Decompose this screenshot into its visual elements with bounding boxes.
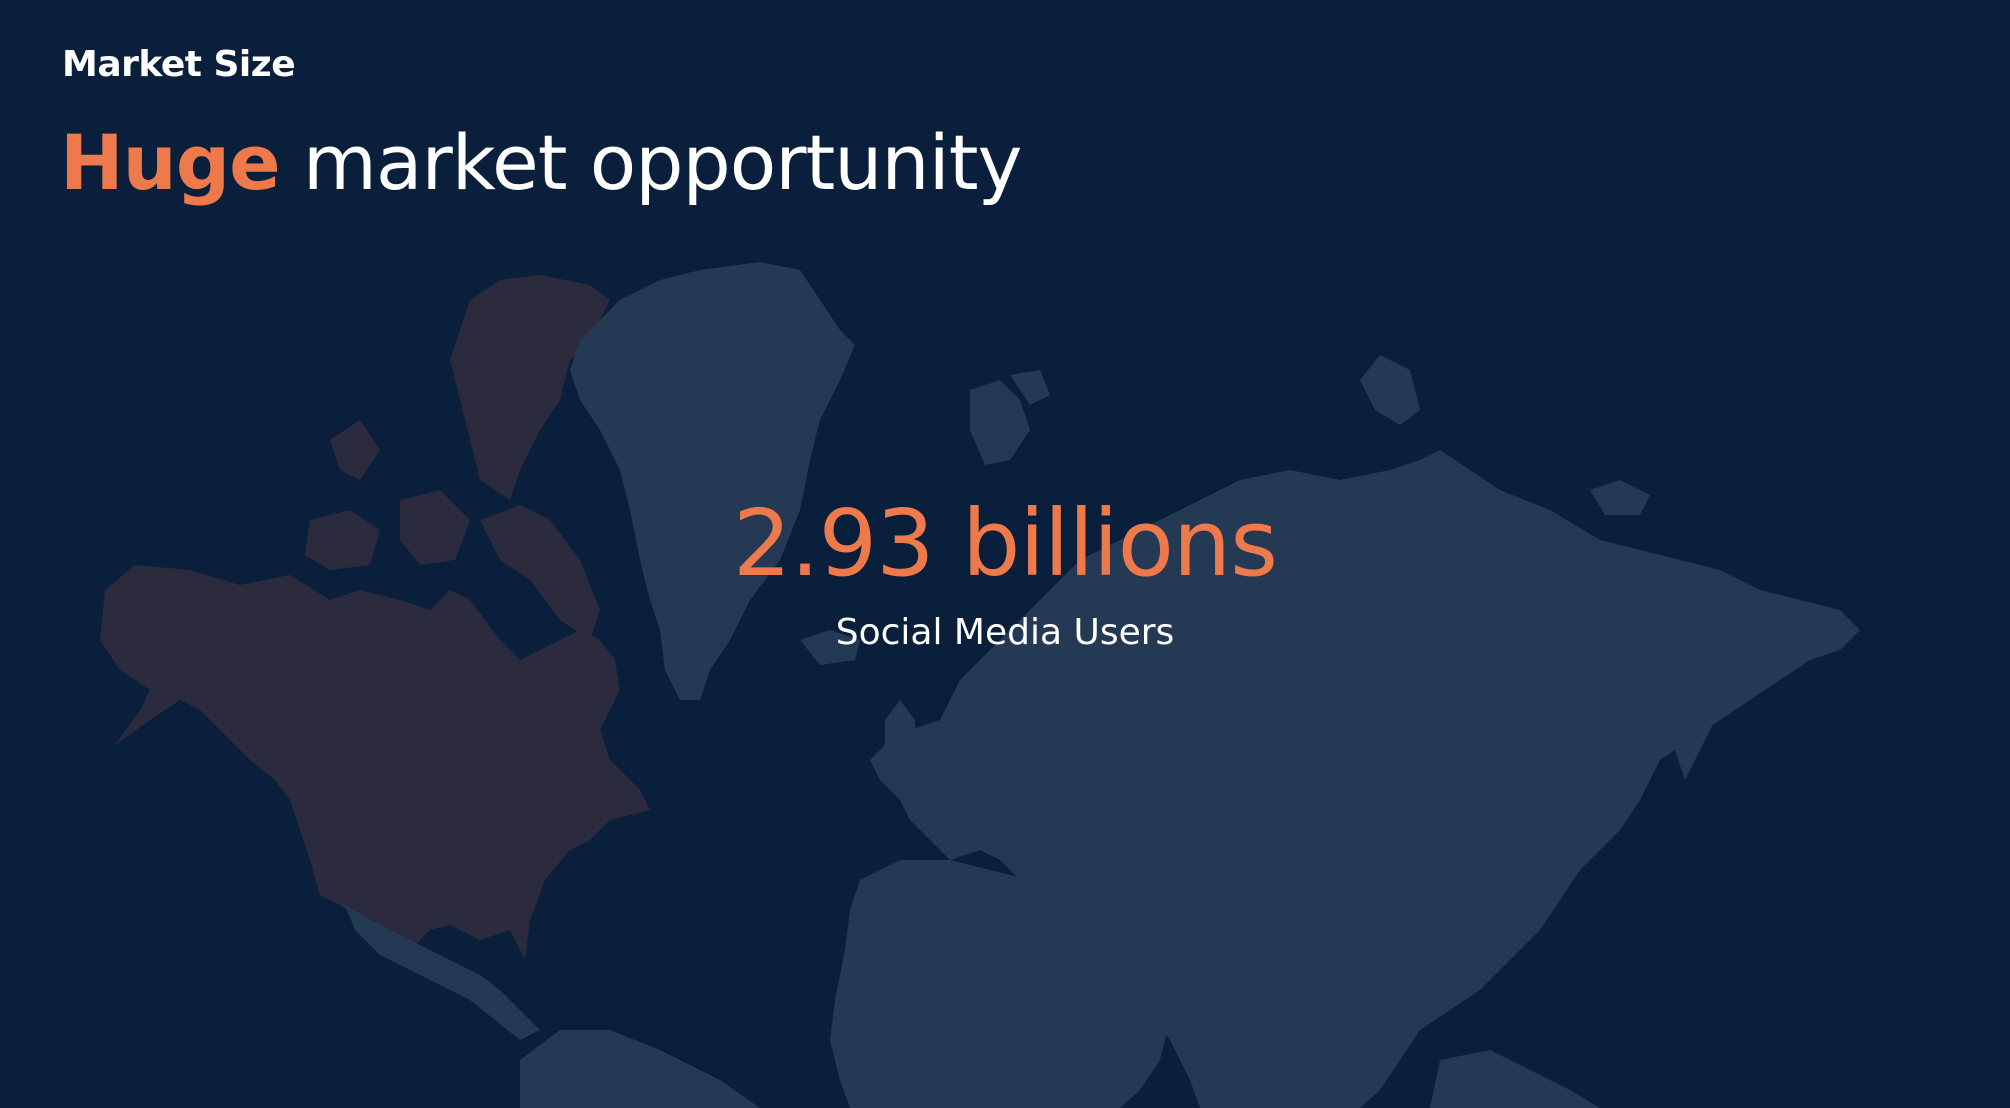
eurasia (870, 450, 1860, 1108)
africa (830, 860, 1170, 1108)
japan (1540, 760, 1600, 880)
new-siberian-islands (1590, 480, 1650, 515)
greenland (570, 262, 855, 700)
south-america (520, 1030, 760, 1108)
stat-label: Social Media Users (835, 612, 1175, 653)
headline-accent: Huge (60, 118, 281, 207)
svalbard (970, 380, 1030, 465)
headline-rest: market opportunity (302, 118, 1023, 207)
section-kicker: Market Size (62, 44, 296, 85)
iceland (800, 630, 860, 665)
india (1260, 950, 1340, 1060)
novaya-zemlya (1360, 355, 1420, 425)
arctic-island-c (400, 490, 470, 565)
arctic-archipelago (450, 275, 610, 500)
north-america-landmass (100, 565, 650, 960)
page-title: Huge market opportunity (60, 118, 1023, 207)
central-america (345, 905, 540, 1040)
arctic-island-a (330, 420, 380, 480)
svalbard-east (1010, 370, 1050, 405)
baffin-island (480, 505, 600, 640)
indonesia (1430, 1050, 1600, 1108)
stat-value: 2.93 billions (732, 490, 1278, 597)
british-isles (885, 700, 915, 790)
kamchatka (1675, 680, 1720, 780)
arctic-island-b (305, 510, 380, 570)
arabia (1120, 920, 1230, 1010)
